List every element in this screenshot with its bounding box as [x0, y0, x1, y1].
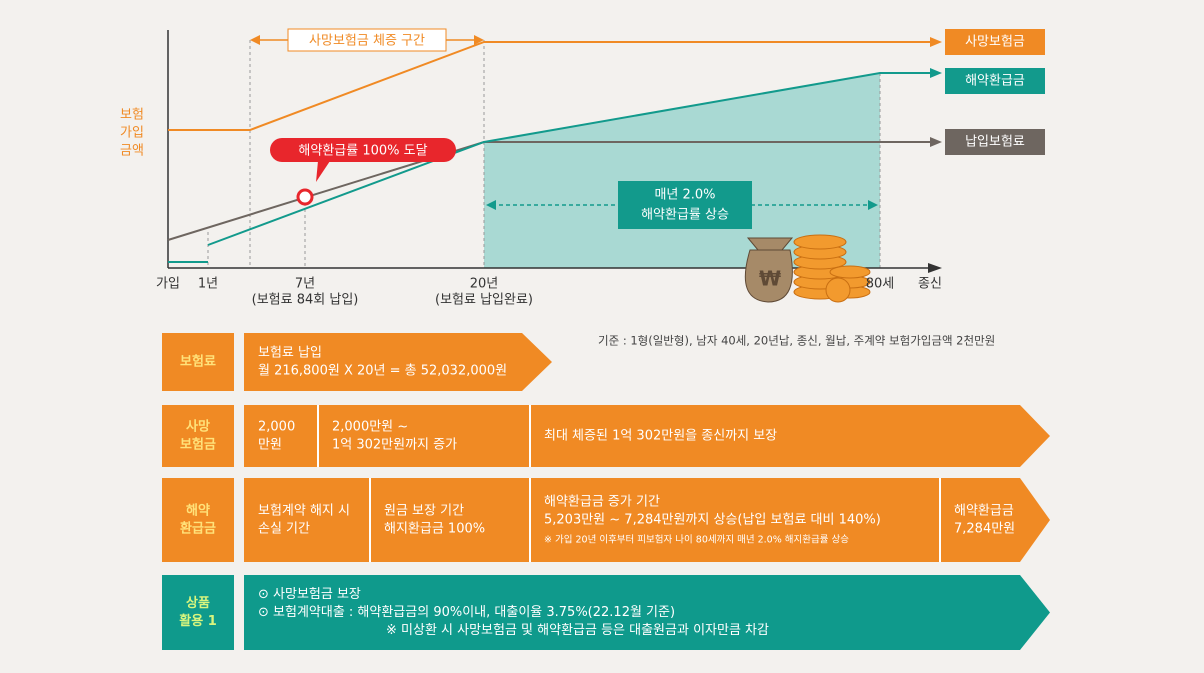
rate-label: 해약환급률 상승 [641, 208, 729, 223]
cell-text: 손실 기간 [258, 522, 310, 537]
cell-text: 2,000 [258, 420, 295, 435]
milestone-label: 해약환급률 100% 도달 [298, 144, 427, 159]
cell-text: 2,000만원 ~ [332, 420, 408, 435]
cell-text: 해지환급금 100% [384, 522, 485, 537]
cell-text: 보험료 납입 [258, 346, 322, 361]
x-sublabel: (보험료 84회 납입) [252, 293, 359, 308]
y-axis-label: 금액 [120, 144, 144, 159]
cell-text: 7,284만원 [954, 522, 1015, 537]
y-axis-label: 가입 [120, 126, 144, 141]
y-axis-label: 보험 [120, 108, 144, 123]
x-label: 종신 [918, 277, 942, 292]
infographic: 사망보험금 체증 구간 해약환급률 100% 도달 매년 2.0% 해약환급률 … [0, 0, 1204, 673]
row-arrow [244, 333, 552, 391]
x-label: 1년 [198, 277, 218, 292]
row-label: 사망 [186, 419, 210, 435]
row-label: 활용 1 [179, 613, 217, 629]
cell-text: 월 216,800원 X 20년 = 총 52,032,000원 [258, 364, 507, 379]
footnote: ※ 가입 20년 이후부터 피보험자 나이 80세까지 매년 2.0% 해지환급… [544, 534, 849, 546]
cell-text: ⊙ 사망보험금 보장 [258, 587, 361, 602]
cell-text: 원금 보장 기간 [384, 504, 464, 519]
cell-text: 해약환급금 증가 기간 [544, 495, 660, 510]
x-sublabel: (보험료 납입완료) [435, 293, 533, 308]
cell-text: 보험계약 해지 시 [258, 504, 350, 519]
cell-text: 1억 302만원까지 증가 [332, 438, 457, 453]
legend-label: 사망보험금 [965, 35, 1025, 50]
icon-symbol: ₩ [759, 267, 781, 291]
x-label: 가입 [156, 277, 180, 292]
row-label-box [162, 575, 234, 650]
x-label: 7년 [295, 277, 315, 292]
row-label: 환급금 [180, 521, 216, 537]
note: 기준 : 1형(일반형), 남자 40세, 20년납, 종신, 월납, 주계약 … [598, 334, 995, 348]
cell-text: 5,203만원 ~ 7,284만원까지 상승(납입 보험료 대비 140%) [544, 513, 881, 528]
x-label: 80세 [866, 277, 895, 292]
row-label: 해약 [186, 503, 210, 519]
row-label: 상품 [186, 596, 210, 611]
row-label: 보험금 [180, 437, 216, 453]
x-label: 20년 [470, 277, 499, 292]
row-label: 보험료 [180, 354, 216, 370]
cell-text: ⊙ 보험계약대출 : 해약환급금의 90%이내, 대출이율 3.75%(22.1… [258, 605, 675, 620]
legend-label: 납입보험료 [965, 135, 1025, 150]
cell-text: ※ 미상환 시 사망보험금 및 해약환급금 등은 대출원금과 이자만큼 차감 [386, 623, 769, 638]
cell-text: 최대 체증된 1억 302만원을 종신까지 보장 [544, 429, 777, 444]
row-label-box [162, 405, 234, 467]
row-label-box [162, 478, 234, 562]
cell-text: 해약환급금 [954, 504, 1014, 519]
cell-text: 만원 [258, 438, 282, 453]
zone-label: 사망보험금 체증 구간 [309, 34, 425, 49]
legend-label: 해약환급금 [965, 74, 1025, 89]
milestone-marker [298, 190, 312, 204]
rate-label: 매년 2.0% [654, 188, 715, 203]
